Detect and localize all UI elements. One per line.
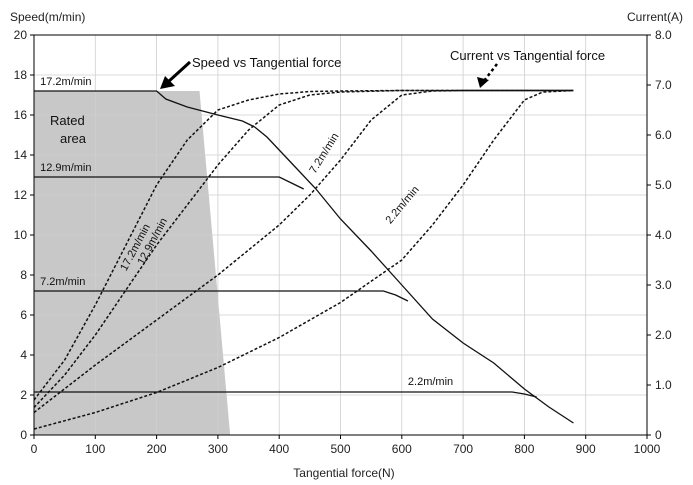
speed-series-line xyxy=(34,290,409,302)
y-right-tick-label: 2.0 xyxy=(655,328,672,342)
x-tick-label: 1000 xyxy=(634,442,661,456)
speed-series-line xyxy=(34,391,537,398)
speed-series-label: 12.9m/min xyxy=(40,162,91,174)
x-tick-label: 400 xyxy=(269,442,289,456)
x-tick-label: 900 xyxy=(576,442,596,456)
y-left-tick-label: 4 xyxy=(20,348,27,362)
y-right-tick-label: 3.0 xyxy=(655,278,672,292)
y-right-tick-label: 7.0 xyxy=(655,78,672,92)
y-left-tick-label: 20 xyxy=(14,28,28,42)
y-left-axis-title: Speed(m/min) xyxy=(10,10,85,24)
x-tick-label: 700 xyxy=(453,442,473,456)
x-tick-label: 600 xyxy=(392,442,412,456)
y-left-tick-label: 14 xyxy=(14,148,28,162)
y-left-tick-label: 6 xyxy=(20,308,27,322)
y-left-tick-label: 0 xyxy=(20,428,27,442)
x-tick-label: 0 xyxy=(31,442,38,456)
rated-area-label-line2: area xyxy=(60,131,87,146)
y-left-tick-label: 2 xyxy=(20,388,27,402)
y-right-tick-label: 5.0 xyxy=(655,178,672,192)
y-right-axis-title: Current(A) xyxy=(627,10,683,24)
speed-series-label: 2.2m/min xyxy=(408,376,453,388)
y-left-tick-label: 16 xyxy=(14,108,28,122)
speed-annotation-arrowhead xyxy=(160,76,175,89)
current-series-line xyxy=(33,89,574,409)
speed-curve-annotation: Speed vs Tangential force xyxy=(192,55,341,70)
x-tick-label: 500 xyxy=(330,442,350,456)
y-right-tick-label: 0 xyxy=(655,428,662,442)
speed-series-line xyxy=(34,176,305,190)
speed-series-label: 7.2m/min xyxy=(40,276,85,288)
y-right-tick-label: 6.0 xyxy=(655,128,672,142)
x-tick-label: 300 xyxy=(208,442,228,456)
current-curve-annotation: Current vs Tangential force xyxy=(450,48,605,63)
y-left-tick-label: 8 xyxy=(20,268,27,282)
current-annotation-arrowhead xyxy=(477,77,489,88)
y-left-tick-label: 18 xyxy=(14,68,28,82)
speed-annotation-arrow xyxy=(166,60,192,84)
y-right-tick-label: 8.0 xyxy=(655,28,672,42)
y-right-tick-label: 1.0 xyxy=(655,378,672,392)
y-left-tick-label: 10 xyxy=(14,228,28,242)
current-series-line xyxy=(33,89,574,430)
speed-series-label: 17.2m/min xyxy=(40,76,91,88)
y-left-tick-label: 12 xyxy=(14,188,28,202)
x-tick-label: 100 xyxy=(85,442,105,456)
x-tick-label: 200 xyxy=(147,442,167,456)
x-axis-title: Tangential force(N) xyxy=(293,466,394,480)
rated-area-label-line1: Rated xyxy=(50,113,85,128)
x-tick-label: 800 xyxy=(514,442,534,456)
y-right-tick-label: 4.0 xyxy=(655,228,672,242)
